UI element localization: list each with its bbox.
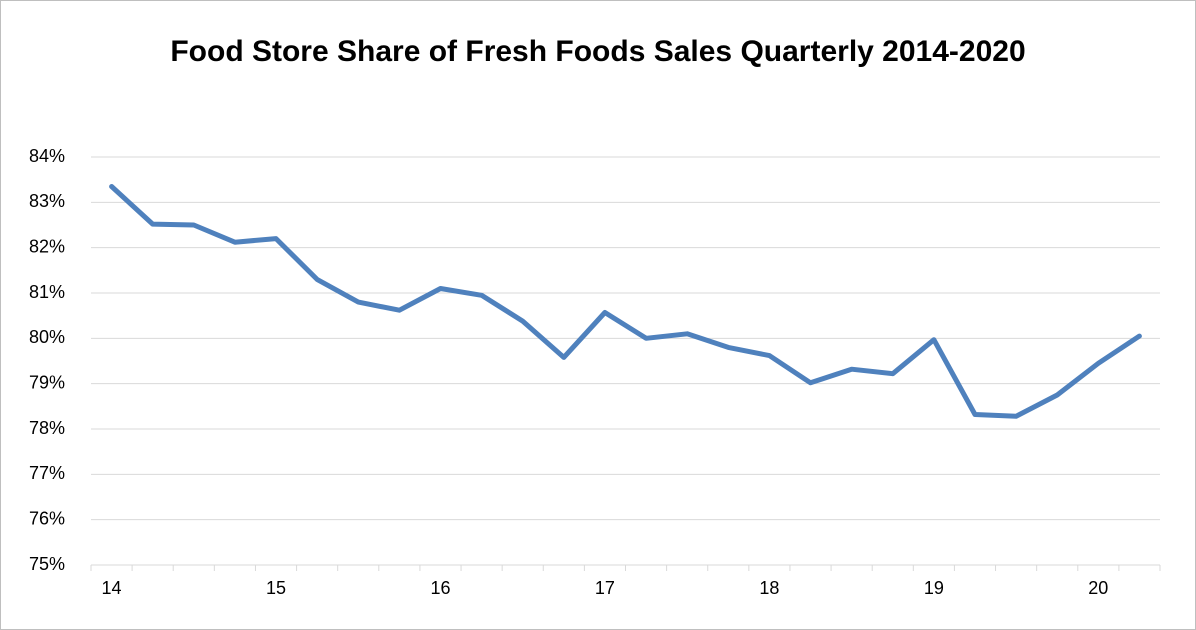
x-tick-label: 14 [102, 578, 122, 598]
y-tick-label: 82% [29, 236, 65, 256]
x-tick-label: 18 [759, 578, 779, 598]
y-tick-label: 84% [29, 146, 65, 166]
data-line [109, 184, 1142, 419]
y-tick-label: 78% [29, 418, 65, 438]
y-tick-label: 77% [29, 463, 65, 483]
y-tick-label: 83% [29, 191, 65, 211]
y-tick-label: 79% [29, 372, 65, 392]
y-tick-label: 76% [29, 508, 65, 528]
x-tick-label: 15 [266, 578, 286, 598]
x-tick-label: 20 [1088, 578, 1108, 598]
x-tick-label: 19 [924, 578, 944, 598]
chart-title: Food Store Share of Fresh Foods Sales Qu… [170, 35, 1026, 68]
x-tick-label: 17 [595, 578, 615, 598]
y-tick-label: 81% [29, 282, 65, 302]
y-tick-label: 75% [29, 554, 65, 574]
y-tick-label: 80% [29, 327, 65, 347]
x-tick-label: 16 [430, 578, 450, 598]
